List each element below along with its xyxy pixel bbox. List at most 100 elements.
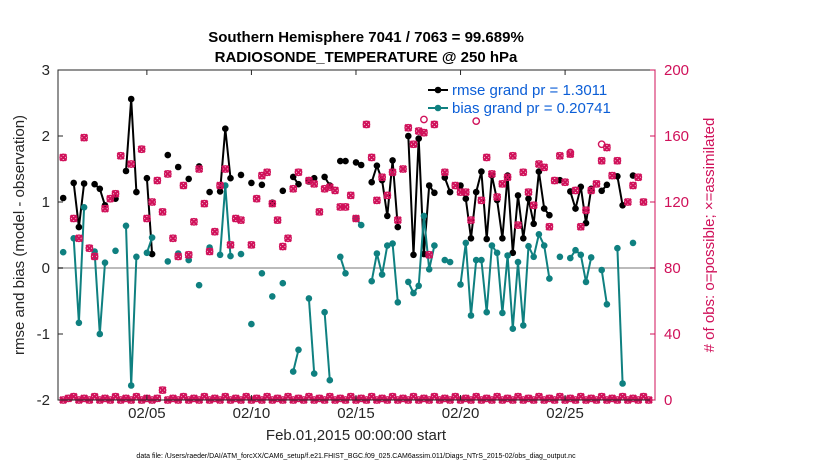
series-rmse-point (143, 174, 151, 182)
obs-marker (310, 179, 319, 188)
obs-marker-circle (508, 151, 517, 160)
obs-possible-only-marker (472, 117, 481, 126)
obs-marker-cross-b (142, 214, 151, 223)
obs-marker-circle (195, 165, 204, 173)
obs-marker-cross-b (378, 173, 387, 182)
series-bias-point (237, 250, 245, 258)
series-bias-point (368, 277, 376, 285)
series-bias-point (389, 240, 396, 247)
obs-marker-cross-b (179, 181, 188, 190)
obs-marker (247, 240, 256, 249)
series-rmse-point (174, 163, 182, 171)
obs-marker-cross-b (169, 234, 177, 243)
series-bias-point (164, 258, 172, 265)
obs-zero-marker-cross-b (111, 392, 120, 401)
obs-marker-cross-b (514, 221, 523, 230)
series-rmse-line (459, 171, 551, 253)
obs-marker-circle (336, 203, 345, 211)
obs-marker-circle (634, 173, 643, 182)
obs-marker-circle (263, 168, 272, 177)
obs-marker (514, 221, 523, 230)
series-rmse-point (394, 223, 402, 231)
obs-marker-cross-b (184, 250, 193, 259)
obs-marker (148, 198, 157, 206)
series-rmse-point (431, 189, 438, 197)
obs-marker (461, 188, 470, 197)
series-bias-point (143, 249, 151, 257)
obs-marker-cross-b (404, 123, 413, 132)
series-bias-point (269, 293, 276, 300)
obs-zero-marker-cross-b (388, 392, 397, 401)
obs-marker-cross-b (331, 186, 340, 195)
obs-marker-cross-b (111, 189, 120, 198)
series-rmse-point (352, 159, 360, 166)
series-rmse-point (342, 157, 349, 165)
obs-marker-circle (592, 179, 601, 188)
y-right-tick-label: 40 (664, 326, 681, 343)
obs-marker-circle (85, 244, 94, 253)
obs-marker (430, 120, 439, 129)
series-bias-point (405, 278, 412, 286)
obs-marker (216, 181, 225, 190)
series-rmse-point (499, 235, 506, 242)
obs-marker (571, 186, 580, 195)
series-bias-point (384, 242, 391, 249)
obs-zero-marker-cross-b (430, 392, 439, 401)
obs-marker (639, 198, 648, 206)
obs-marker-circle (237, 216, 245, 225)
obs-marker-cross-b (273, 216, 282, 225)
series-rmse-point (384, 212, 391, 220)
obs-marker-circle (137, 145, 146, 154)
series-rmse-line (616, 176, 624, 206)
y-axis-left-label: rmse and bias (model - observation) (11, 115, 28, 355)
obs-marker-circle (587, 186, 596, 195)
obs-marker-circle (623, 198, 632, 206)
obs-marker (236, 216, 245, 225)
y-right-tick-label: 120 (664, 194, 689, 211)
obs-zero-marker-cross-b (493, 392, 502, 401)
obs-marker-circle (226, 240, 235, 249)
series-rmse-point (603, 181, 611, 189)
series-bias-point (462, 239, 470, 247)
obs-marker (451, 181, 460, 190)
obs-marker-cross-b (430, 120, 439, 129)
obs-possible-only-marker (420, 115, 428, 124)
obs-zero-marker-cross-b (472, 392, 481, 401)
obs-marker (153, 176, 162, 185)
obs-marker-circle (352, 214, 360, 223)
obs-marker-cross-b (545, 222, 554, 231)
series-rmse-point (237, 171, 245, 179)
series-bias-point (305, 295, 313, 302)
obs-marker-circle (388, 168, 397, 177)
obs-marker-circle (467, 216, 475, 225)
obs-marker-cross-b (216, 181, 225, 190)
obs-marker-circle (425, 250, 434, 259)
series-bias-point (337, 253, 344, 261)
legend-entry-0: rmse grand pr = 1.3011 (428, 82, 607, 99)
obs-marker (367, 153, 376, 162)
obs-marker-cross-b (278, 242, 287, 251)
legend-swatch-marker (434, 86, 442, 94)
obs-marker (372, 196, 381, 205)
series-bias-line (307, 298, 316, 374)
obs-marker (101, 204, 110, 213)
series-bias-point (577, 251, 585, 259)
obs-marker-cross-b (263, 168, 272, 177)
series-rmse-point (295, 180, 302, 188)
obs-marker-circle (69, 214, 78, 223)
obs-marker-circle (409, 140, 418, 149)
series-bias-point (530, 253, 537, 261)
obs-marker-cross-b (519, 168, 528, 177)
obs-zero-marker-cross-b (514, 392, 523, 401)
obs-marker-cross-b (555, 151, 564, 160)
obs-marker-circle (268, 199, 277, 208)
obs-marker (508, 151, 517, 160)
obs-marker-circle (629, 181, 637, 190)
series-bias-point (488, 242, 496, 249)
y-right-tick-label: 0 (664, 392, 672, 409)
series-bias-point (629, 239, 637, 247)
obs-marker-cross-b (561, 178, 570, 187)
obs-marker (221, 165, 230, 173)
obs-marker-circle (404, 123, 413, 132)
obs-marker-cross-b (540, 163, 549, 172)
